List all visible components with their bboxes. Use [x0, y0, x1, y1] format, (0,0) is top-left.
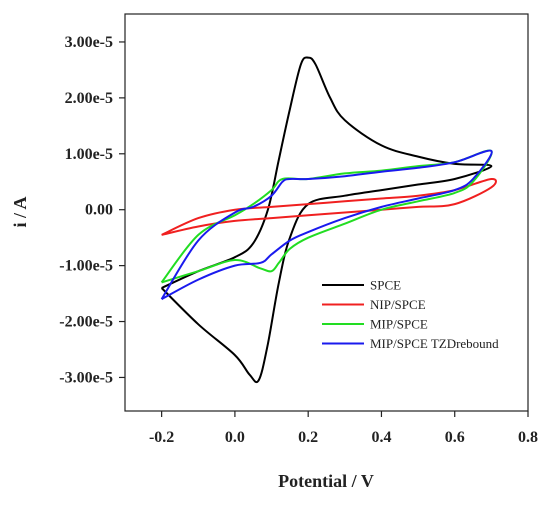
y-tick-label: 3.00e-5 — [65, 34, 113, 51]
x-tick-label: 0.4 — [371, 429, 391, 446]
legend-label: NIP/SPCE — [370, 297, 426, 312]
y-tick-label: 2.00e-5 — [65, 90, 113, 107]
y-tick-label: 1.00e-5 — [65, 146, 113, 163]
y-tick-label: -1.00e-5 — [59, 258, 113, 275]
y-tick-label: 0.00 — [85, 202, 113, 219]
x-tick-label: 0.2 — [298, 429, 318, 446]
series-layer — [160, 56, 497, 384]
legend-label: MIP/SPCE — [370, 317, 428, 332]
x-tick-label: 0.6 — [445, 429, 465, 446]
x-tick-label: 0.0 — [225, 429, 245, 446]
legend-label: SPCE — [370, 278, 401, 293]
y-tick-label: -3.00e-5 — [59, 369, 113, 386]
y-tick-label: -2.00e-5 — [59, 314, 113, 331]
y-axis-title: i / A — [10, 196, 30, 227]
series-line-3 — [160, 149, 493, 284]
series-line-1 — [160, 56, 493, 384]
legend-label: MIP/SPCE TZDrebound — [370, 336, 499, 351]
series-line-2 — [161, 177, 497, 236]
x-axis: -0.2 0.0 0.2 0.4 0.6 0.8 — [149, 411, 538, 446]
series-line-4 — [160, 149, 493, 301]
x-axis-title: Potential / V — [278, 471, 374, 491]
x-tick-label: -0.2 — [149, 429, 174, 446]
x-tick-label: 0.8 — [518, 429, 538, 446]
y-axis: 3.00e-5 2.00e-5 1.00e-5 0.00 -1.00e-5 -2.00e-… — [59, 34, 125, 386]
plot-frame — [124, 13, 529, 412]
legend: SPCE NIP/SPCE MIP/SPCE MIP/SPCE TZDrebound — [322, 278, 499, 351]
